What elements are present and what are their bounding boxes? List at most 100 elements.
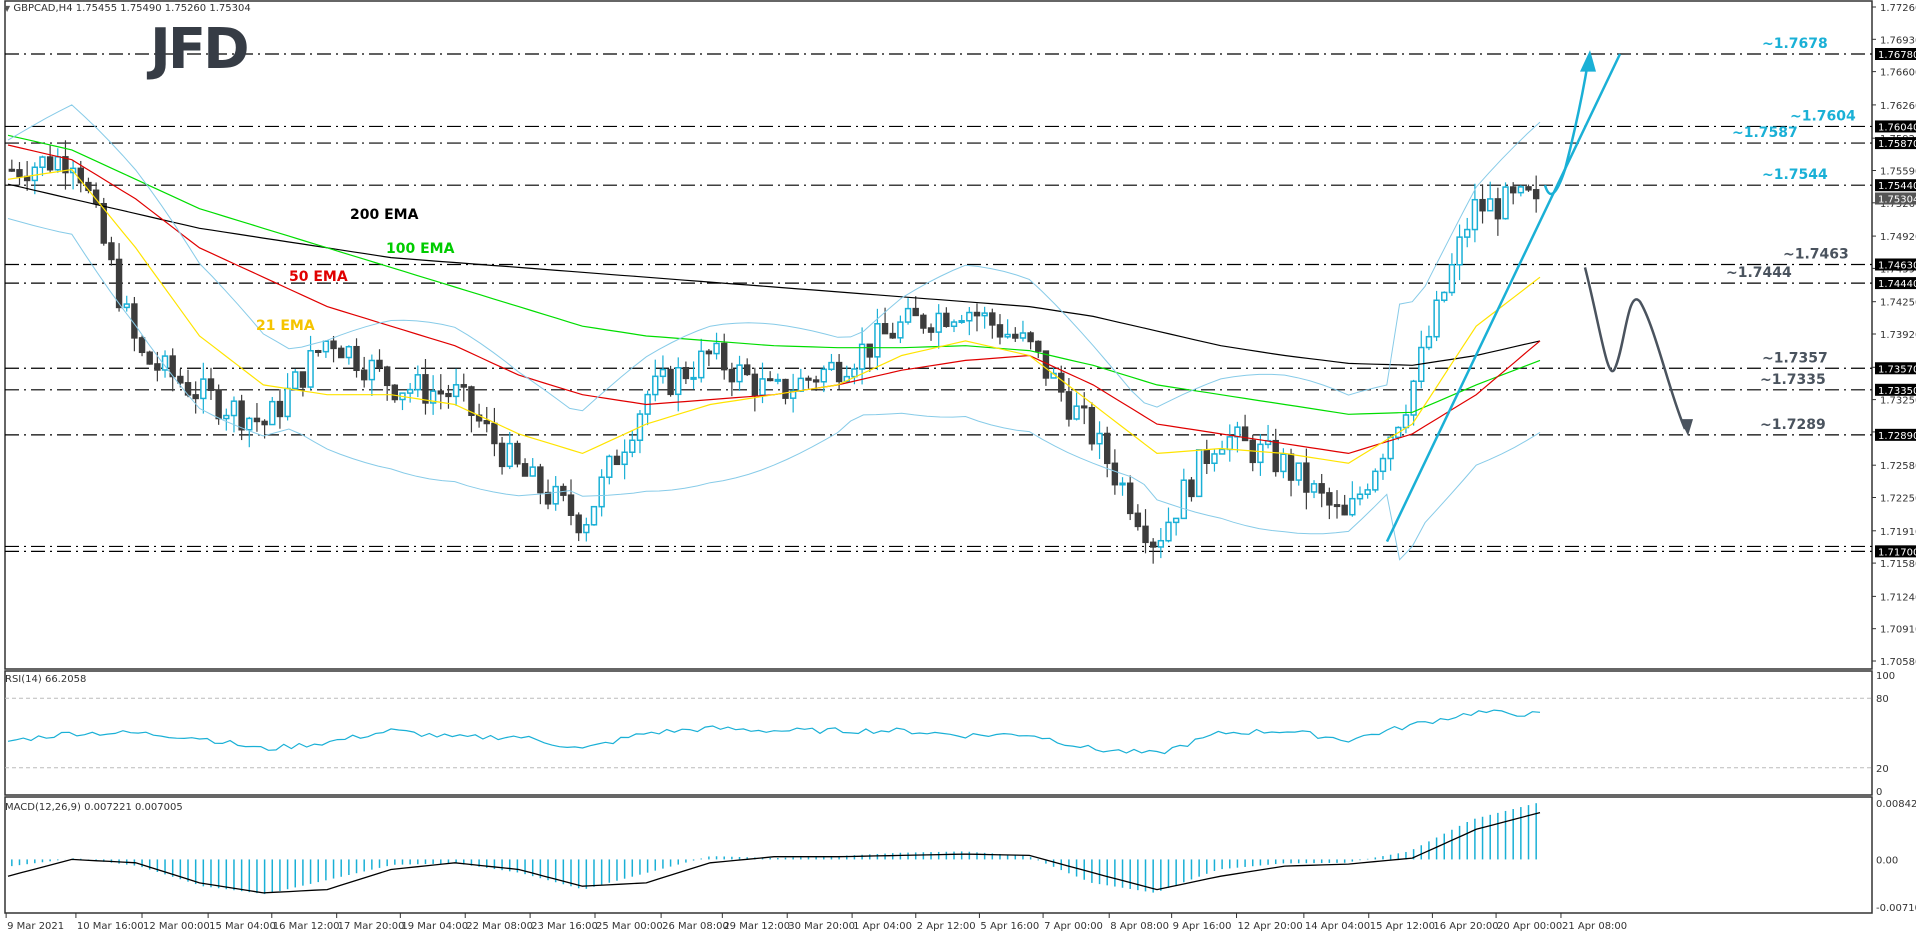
bear-candle [238, 400, 245, 431]
bear-candle [537, 466, 544, 494]
bear-candle [1027, 332, 1034, 343]
bear-candle [1111, 462, 1119, 486]
price-tick-label: 1.76930 [1880, 35, 1916, 46]
bear-candle [77, 167, 84, 184]
bull-candle [1448, 263, 1456, 294]
price-marker [1875, 192, 1916, 205]
price-tick-label: 1.73920 [1880, 330, 1916, 341]
level-label: ~1.7463 [1783, 246, 1849, 262]
bull-candle [797, 377, 805, 392]
bull-candle [322, 340, 330, 353]
time-tick-label: 15 Mar 04:00 [209, 921, 276, 932]
bull-candle [659, 368, 667, 378]
bear-candle [1188, 479, 1195, 498]
ema-21-line [7, 168, 1541, 464]
bull-candle [345, 345, 353, 359]
price-marker [1875, 362, 1916, 375]
bull-candle [1433, 299, 1440, 338]
ema-50-line [7, 144, 1541, 455]
bull-candle [31, 166, 39, 182]
bull-candle [789, 390, 797, 399]
rsi-axis-label: 100 [1876, 671, 1895, 682]
collapse-triangle-icon[interactable]: ▼ [4, 4, 11, 13]
bear-candle [338, 347, 345, 359]
price-marker [1875, 383, 1916, 396]
bull-candle [230, 400, 238, 417]
bear-candle [138, 337, 146, 354]
bear-candle [299, 371, 307, 388]
bull-candle [1157, 539, 1165, 548]
bear-candle [682, 366, 690, 380]
bull-candle [1464, 228, 1471, 238]
price-tick-label: 1.70910 [1880, 625, 1916, 636]
price-marker-label: 1.75304 [1878, 195, 1916, 206]
price-marker [1875, 137, 1916, 150]
bear-candle [1065, 391, 1073, 420]
bull-candle [897, 321, 904, 339]
time-tick-label: 9 Mar 2021 [7, 921, 64, 932]
bull-candle [406, 388, 414, 394]
time-tick-label: 26 Mar 08:00 [662, 921, 729, 932]
bullish-scenario-arrow [1543, 61, 1590, 196]
bear-candle [437, 390, 444, 395]
price-marker-label: 1.75440 [1878, 181, 1916, 192]
bear-candle [422, 374, 429, 404]
bear-candle [460, 384, 467, 388]
level-label: ~1.7335 [1760, 372, 1826, 388]
bear-candle [1012, 333, 1019, 339]
bull-candle [1517, 186, 1525, 194]
bear-candle [1326, 492, 1333, 506]
bull-candle [1379, 457, 1387, 473]
chart-title: ▼ GBPCAD,H4 1.75455 1.75490 1.75260 1.75… [4, 3, 251, 14]
bull-candle [1073, 405, 1080, 420]
price-marker [1875, 47, 1916, 60]
bear-candle [483, 420, 490, 425]
bear-candle [943, 312, 950, 328]
bear-candle [667, 368, 674, 396]
time-tick-label: 8 Apr 08:00 [1110, 921, 1169, 932]
bull-candle [246, 417, 253, 431]
price-marker-label: 1.72890 [1878, 431, 1916, 442]
bear-candle [751, 373, 759, 396]
bull-candle [820, 368, 827, 383]
bear-candle [276, 400, 284, 418]
price-marker [1875, 258, 1916, 271]
bear-candle [575, 514, 582, 534]
bear-candle [1494, 198, 1502, 220]
bear-candle [1104, 432, 1111, 465]
price-tick-label: 1.71580 [1880, 559, 1916, 570]
panel-frame [4, 796, 1873, 914]
price-marker-label: 1.74630 [1878, 260, 1916, 271]
level-label: ~1.7587 [1732, 125, 1798, 141]
bollinger-lower-band [7, 218, 1541, 561]
price-marker-label: 1.76040 [1878, 122, 1916, 133]
bull-candle [1257, 443, 1264, 464]
bear-candle [100, 203, 107, 244]
time-tick-label: 16 Apr 20:00 [1433, 921, 1498, 932]
bull-candle [1349, 497, 1356, 516]
bull-candle [935, 312, 942, 333]
bull-candle [1180, 479, 1188, 520]
bull-candle [1211, 453, 1218, 465]
level-label: ~1.7544 [1762, 167, 1828, 183]
bear-candle [912, 307, 919, 317]
price-marker-label: 1.75870 [1878, 139, 1916, 150]
bear-candle [881, 323, 889, 335]
bull-candle [904, 307, 912, 323]
bull-candle [1364, 489, 1371, 495]
bear-candle [920, 314, 927, 329]
bear-candle [383, 366, 391, 387]
bull-candle [200, 378, 207, 400]
bull-candle [1456, 236, 1463, 266]
bull-candle [1226, 436, 1233, 451]
bear-candle [1532, 189, 1540, 200]
arrow-head-icon [1680, 419, 1693, 436]
price-panel: 200 EMA 100 EMA 50 EMA 21 EMA ~1.7678 ~1.7604… [5, 36, 1872, 564]
time-tick-label: 29 Mar 12:00 [723, 921, 790, 932]
level-label: ~1.7289 [1760, 417, 1826, 433]
price-marker [1875, 179, 1916, 192]
symbol-ohlc: GBPCAD,H4 1.75455 1.75490 1.75260 1.7530… [13, 3, 251, 14]
bear-candle [1142, 525, 1149, 544]
bear-candle [1303, 462, 1310, 493]
